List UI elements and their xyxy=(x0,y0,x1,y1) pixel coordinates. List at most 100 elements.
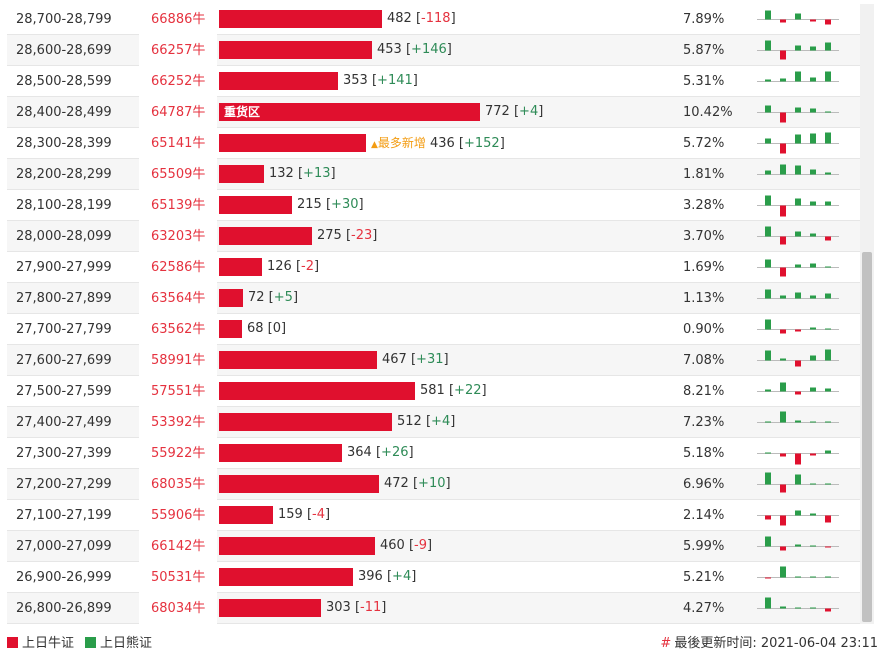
sparkline-bar xyxy=(765,452,771,454)
sparkline-bar xyxy=(780,19,786,23)
sparkline-bar xyxy=(795,107,801,113)
bar-label: ▲最多新增 436 [+152] xyxy=(371,136,505,151)
sparkline-bar xyxy=(780,267,786,277)
daily-change: -4 xyxy=(312,507,326,522)
sparkline-bar xyxy=(825,515,831,523)
sparkline-bar xyxy=(810,201,816,206)
sparkline-bar xyxy=(780,112,786,123)
scrollbar[interactable] xyxy=(860,4,874,624)
daily-change: -23 xyxy=(351,228,373,243)
sparkline-bar xyxy=(810,453,816,456)
price-range: 28,000-28,099 xyxy=(16,229,112,244)
bull-count-value: 66886 xyxy=(151,12,193,27)
bar-label: 460 [-9] xyxy=(380,538,433,553)
sparkline-bar xyxy=(825,483,831,485)
daily-change: -9 xyxy=(414,538,428,553)
trend-sparkline xyxy=(757,226,839,245)
sparkline-bar xyxy=(825,421,831,423)
bull-count: 65139牛 xyxy=(139,190,217,221)
table-row: 28,700-28,799 66886牛 482 [-118] 7.89% xyxy=(7,4,860,35)
bull-count-value: 50531 xyxy=(151,570,193,585)
bull-count-value: 63562 xyxy=(151,322,193,337)
sparkline-bar xyxy=(795,474,801,485)
sparkline-bar xyxy=(795,391,801,395)
bull-count-value: 65509 xyxy=(151,167,193,182)
bar-value: 396 xyxy=(358,569,383,584)
bar-label: 512 [+4] xyxy=(397,414,456,429)
sparkline-bar xyxy=(780,78,786,82)
bull-count-unit: 牛 xyxy=(192,322,206,337)
sparkline-bar xyxy=(765,138,771,144)
daily-change: +13 xyxy=(303,166,331,181)
sparkline-bar xyxy=(795,134,801,144)
table-row: 27,700-27,799 63562牛 68 [0] 0.90% xyxy=(7,314,860,345)
sparkline-bar xyxy=(825,450,831,454)
sparkline-bar xyxy=(795,360,801,367)
bull-count-value: 66142 xyxy=(151,539,193,554)
daily-change: -2 xyxy=(301,259,315,274)
bull-count-unit: 牛 xyxy=(192,105,206,120)
sparkline-bar xyxy=(810,545,816,547)
sparkline-bar xyxy=(825,132,831,144)
bar-value: 353 xyxy=(343,73,368,88)
percentage: 5.87% xyxy=(683,43,725,58)
percentage: 7.23% xyxy=(683,415,725,430)
bull-bar xyxy=(219,320,242,338)
bull-count: 63564牛 xyxy=(139,283,217,314)
sparkline-bar xyxy=(825,71,831,82)
bull-count-value: 53392 xyxy=(151,415,193,430)
bull-count-unit: 牛 xyxy=(192,539,206,554)
bull-bar xyxy=(219,382,415,400)
daily-change: +26 xyxy=(381,445,409,460)
bull-count-unit: 牛 xyxy=(192,74,206,89)
daily-change: +5 xyxy=(273,290,293,305)
price-range: 28,700-28,799 xyxy=(16,12,112,27)
trend-sparkline xyxy=(757,132,839,154)
bull-count: 68035牛 xyxy=(139,469,217,500)
bar-label: 126 [-2] xyxy=(267,259,320,274)
table-row: 28,300-28,399 65141牛 ▲最多新增 436 [+152] 5.72% xyxy=(7,128,860,159)
price-range: 28,300-28,399 xyxy=(16,136,112,151)
most-added-label: 最多新增 xyxy=(377,136,426,150)
bar-label: 303 [-11] xyxy=(326,600,387,615)
daily-change: +30 xyxy=(331,197,359,212)
table-row: 28,400-28,499 64787牛 重货区 772 [+4] 10.42% xyxy=(7,97,860,128)
bull-count: 63562牛 xyxy=(139,314,217,345)
sparkline-bar xyxy=(765,105,771,113)
table-row: 27,300-27,399 55922牛 364 [+26] 5.18% xyxy=(7,438,860,469)
daily-change: +4 xyxy=(519,104,539,119)
bull-count-unit: 牛 xyxy=(192,446,206,461)
sparkline-bar xyxy=(825,608,831,612)
percentage: 1.81% xyxy=(683,167,725,182)
bar-value: 215 xyxy=(297,197,322,212)
daily-change: +4 xyxy=(392,569,412,584)
sparkline-bar xyxy=(825,266,831,268)
last-updated-label: 最後更新时间: xyxy=(674,636,757,651)
sparkline-bar xyxy=(795,198,801,206)
sparkline-bar xyxy=(810,169,816,175)
scrollbar-thumb[interactable] xyxy=(862,252,872,622)
percentage: 10.42% xyxy=(683,105,733,120)
bull-count-value: 55906 xyxy=(151,508,193,523)
sparkline-bar xyxy=(825,576,831,578)
bull-count-unit: 牛 xyxy=(192,508,206,523)
price-range: 28,500-28,599 xyxy=(16,74,112,89)
bull-bar xyxy=(219,10,382,28)
percentage: 1.13% xyxy=(683,291,725,306)
sparkline-bar xyxy=(810,387,816,392)
sparkline-bar xyxy=(765,259,771,268)
daily-change: +152 xyxy=(463,136,500,151)
percentage: 5.18% xyxy=(683,446,725,461)
sparkline-bar xyxy=(825,236,831,241)
sparkline-bar xyxy=(765,472,771,485)
bull-count-unit: 牛 xyxy=(192,260,206,275)
sparkline-bar xyxy=(825,546,831,548)
table-row: 28,500-28,599 66252牛 353 [+141] 5.31% xyxy=(7,66,860,97)
sparkline-bar xyxy=(810,133,816,144)
bull-bar xyxy=(219,227,312,245)
sparkline-bar xyxy=(810,576,816,578)
percentage: 5.31% xyxy=(683,74,725,89)
sparkline-bar xyxy=(825,111,831,113)
table-row: 27,900-27,999 62586牛 126 [-2] 1.69% xyxy=(7,252,860,283)
triangle-up-icon: ▲ xyxy=(371,140,378,150)
